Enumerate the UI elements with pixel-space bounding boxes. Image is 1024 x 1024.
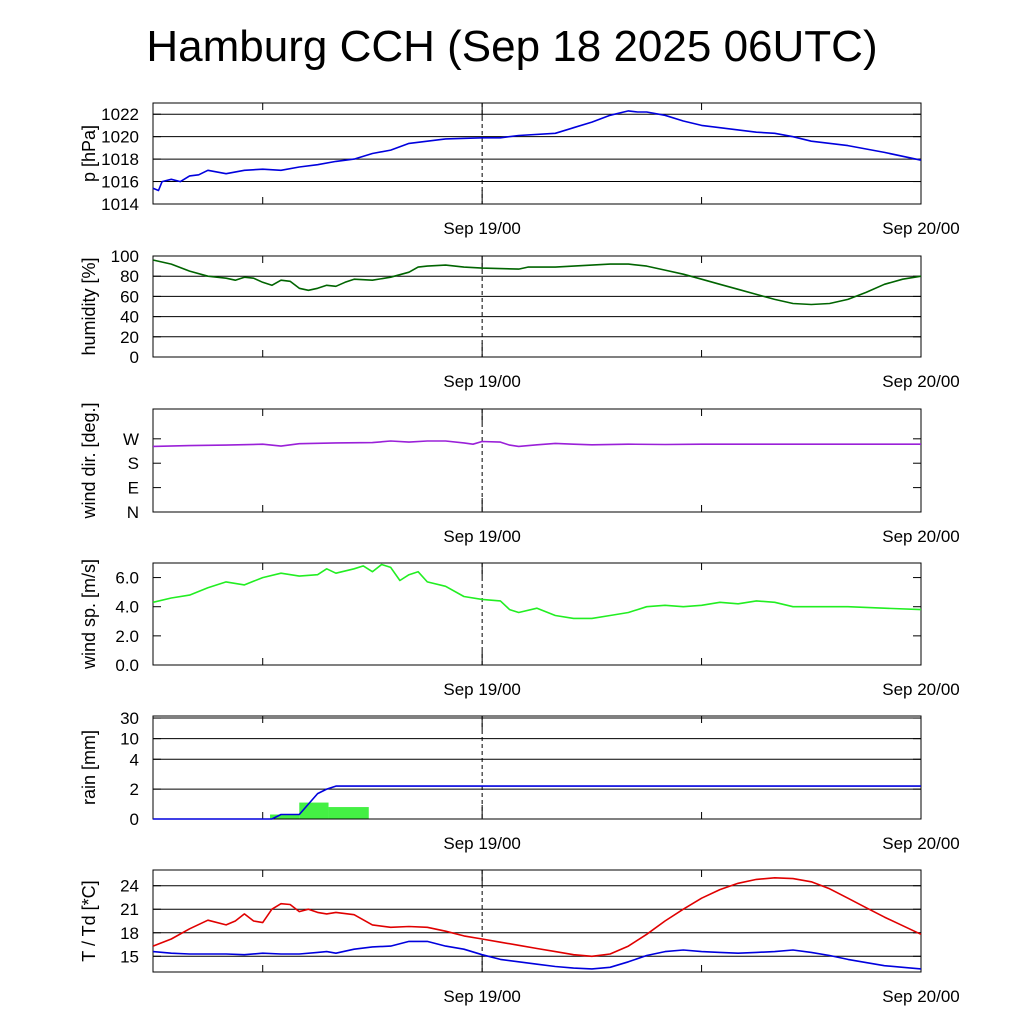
rain-bar bbox=[328, 807, 369, 819]
temperature-panel: 15 18 21 24 T / Td [*C] Sep 19/00 Sep 20/00 bbox=[79, 869, 960, 1006]
pressure-date-label-sep20: Sep 20/00 bbox=[882, 219, 960, 238]
wind-direction-frame bbox=[152, 408, 922, 513]
pressure-y-tick-label: 1018 bbox=[101, 150, 139, 169]
wind-speed-frame bbox=[152, 562, 922, 666]
wind-direction-y-axis-title: wind dir. [deg.] bbox=[79, 402, 99, 519]
temperature-y-axis-title: T / Td [*C] bbox=[79, 880, 99, 961]
pressure-line bbox=[152, 110, 922, 192]
humidity-y-axis-title: humidity [%] bbox=[79, 257, 99, 355]
wind-speed-date-label-sep19: Sep 19/00 bbox=[443, 680, 521, 699]
pressure-y-tick-label: 1022 bbox=[101, 105, 139, 124]
wind-direction-y-tick-label: E bbox=[128, 479, 139, 498]
pressure-y-tick-label: 1014 bbox=[101, 195, 139, 214]
rain-y-tick-label: 10 bbox=[120, 730, 139, 749]
humidity-y-tick-label: 100 bbox=[111, 247, 139, 266]
humidity-y-tick-label: 0 bbox=[130, 348, 139, 367]
temperature-date-label-sep20: Sep 20/00 bbox=[882, 987, 960, 1006]
dewpoint-line bbox=[152, 940, 922, 970]
humidity-frame bbox=[152, 255, 922, 358]
rain-panel: 0 2 410 30 rain [mm] Sep 19/00 Sep 20/00 bbox=[79, 709, 960, 853]
temperature-y-tick-label: 21 bbox=[120, 900, 139, 919]
pressure-y-axis-title: p [hPa] bbox=[79, 125, 99, 182]
wind-direction-date-label-sep20: Sep 20/00 bbox=[882, 527, 960, 546]
rain-y-tick-label: 0 bbox=[130, 810, 139, 829]
rain-date-label-sep19: Sep 19/00 bbox=[443, 834, 521, 853]
wind_dir-line bbox=[152, 440, 921, 448]
wind-speed-y-tick-label: 6.0 bbox=[115, 569, 139, 588]
rain-y-tick-label: 30 bbox=[120, 709, 139, 728]
pressure-frame bbox=[152, 102, 922, 205]
temperature-y-tick-label: 15 bbox=[120, 947, 139, 966]
wind-direction-date-label-sep19: Sep 19/00 bbox=[443, 527, 521, 546]
wind-speed-y-tick-label: 4.0 bbox=[115, 598, 139, 617]
humidity-y-tick-label: 60 bbox=[120, 287, 139, 306]
temperature-y-tick-label: 24 bbox=[120, 877, 139, 896]
wind-direction-y-tick-label: N bbox=[127, 503, 139, 522]
temperature-line bbox=[152, 876, 922, 958]
pressure-date-label-sep19: Sep 19/00 bbox=[443, 219, 521, 238]
rain_sum-line bbox=[153, 785, 921, 820]
rain-y-axis-title: rain [mm] bbox=[79, 730, 99, 805]
wind-direction-y-tick-label: S bbox=[128, 454, 139, 473]
rain-bar bbox=[270, 814, 300, 819]
rain-y-tick-label: 4 bbox=[130, 750, 139, 769]
humidity-y-tick-label: 40 bbox=[120, 308, 139, 327]
wind-speed-panel: 0.0 2.0 4.0 6.0 wind sp. [m/s] Sep 19/00 Sep 2… bbox=[79, 559, 960, 699]
rain-y-tick-label: 2 bbox=[130, 780, 139, 799]
temperature-frame bbox=[152, 869, 922, 973]
temperature-y-tick-label: 18 bbox=[120, 924, 139, 943]
temperature-date-label-sep19: Sep 19/00 bbox=[443, 987, 521, 1006]
humidity-line bbox=[152, 259, 922, 306]
humidity-y-tick-label: 20 bbox=[120, 328, 139, 347]
humidity-date-label-sep20: Sep 20/00 bbox=[882, 372, 960, 391]
rain-date-label-sep20: Sep 20/00 bbox=[882, 834, 960, 853]
wind-speed-y-tick-label: 0.0 bbox=[115, 656, 139, 675]
pressure-y-tick-label: 1016 bbox=[101, 173, 139, 192]
wind-speed-date-label-sep20: Sep 20/00 bbox=[882, 680, 960, 699]
humidity-date-label-sep19: Sep 19/00 bbox=[443, 372, 521, 391]
pressure-y-tick-label: 1020 bbox=[101, 128, 139, 147]
wind-speed-y-tick-label: 2.0 bbox=[115, 627, 139, 646]
wind-speed-y-axis-title: wind sp. [m/s] bbox=[79, 559, 99, 670]
rain-bar bbox=[299, 802, 329, 819]
rain-frame bbox=[152, 715, 922, 820]
chart-title: Hamburg CCH (Sep 18 2025 06UTC) bbox=[146, 22, 878, 71]
wind-direction-y-tick-label: W bbox=[123, 430, 139, 449]
wind_speed-line bbox=[152, 563, 922, 620]
humidity-y-tick-label: 80 bbox=[120, 267, 139, 286]
